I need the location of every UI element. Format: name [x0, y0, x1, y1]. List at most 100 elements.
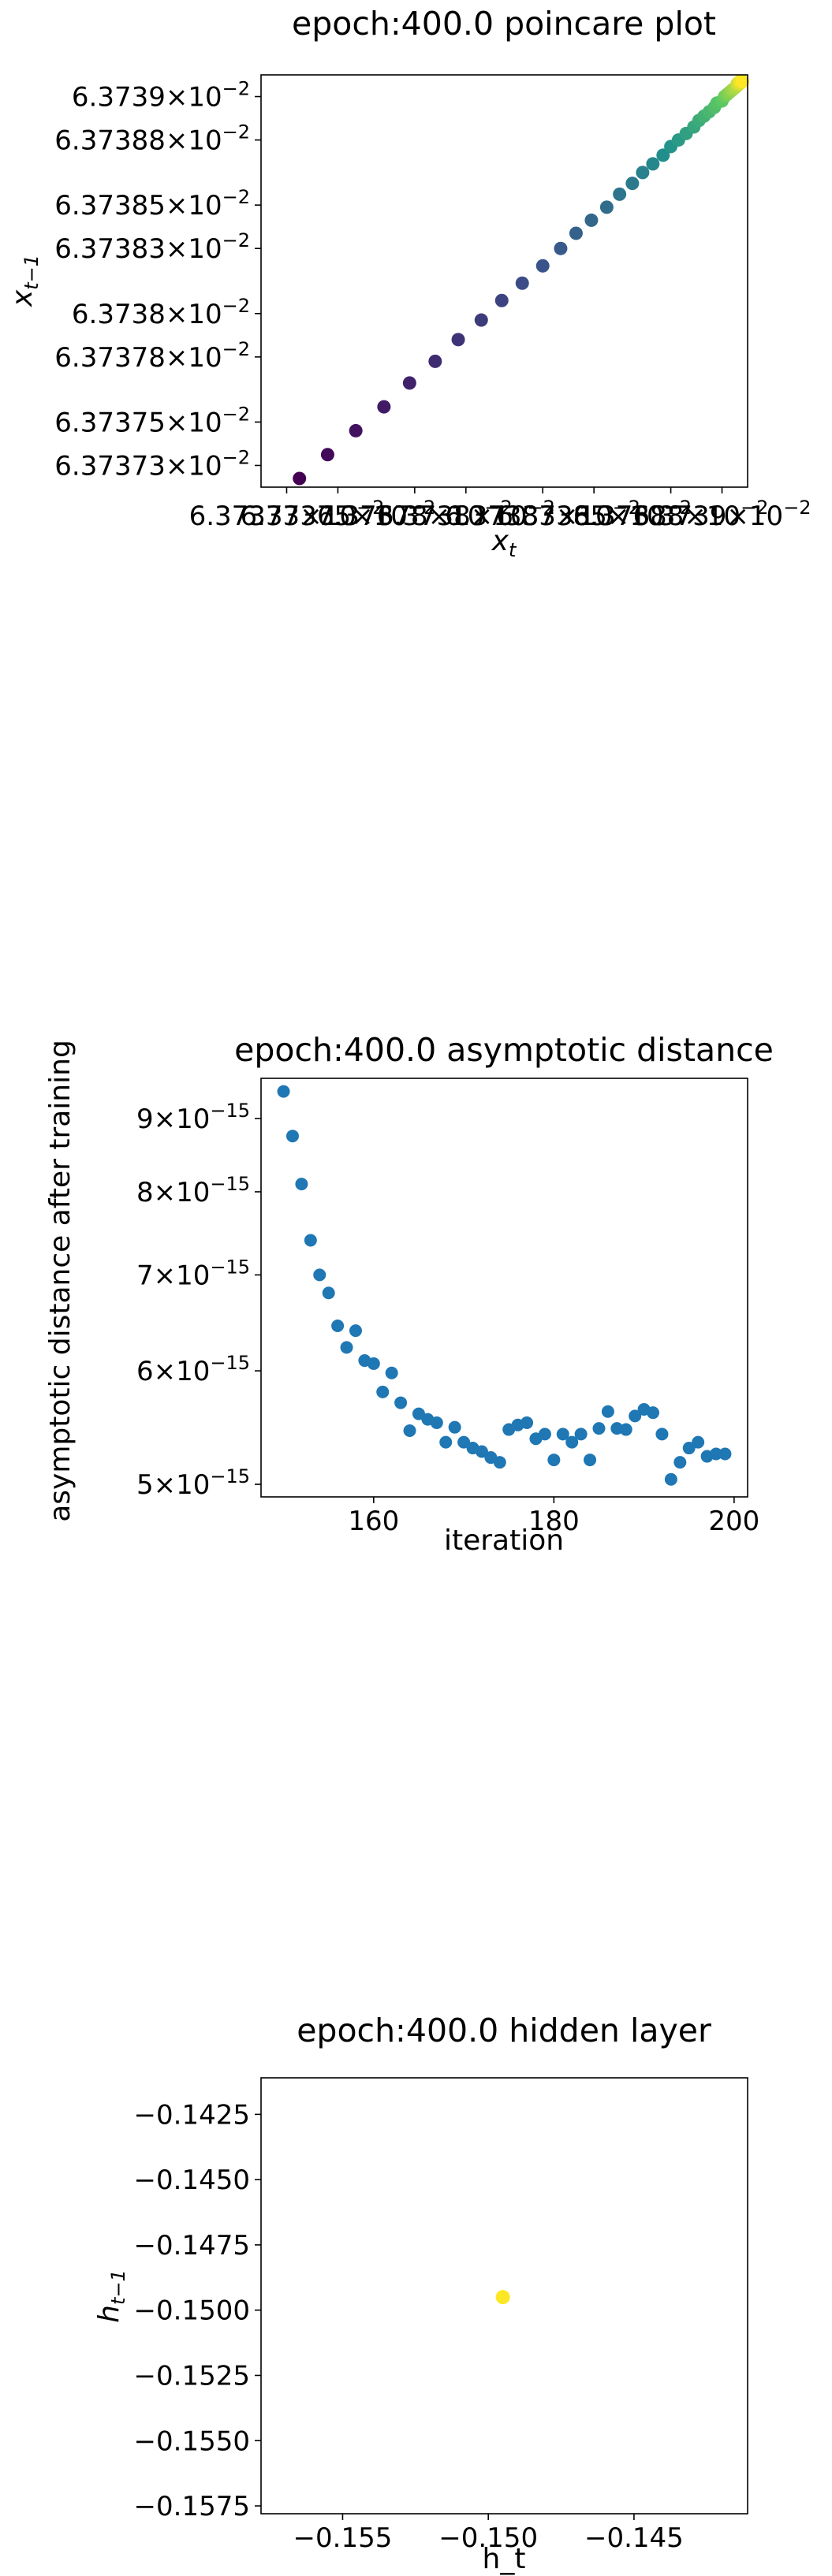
scatter-point: [574, 1428, 588, 1441]
scatter-point: [367, 1357, 380, 1370]
x-tick-label: 6.37373×10−2: [189, 497, 385, 532]
scatter-point: [655, 1428, 669, 1441]
x-tick-label: 6.37378×10−2: [317, 497, 513, 532]
scatter-point: [451, 333, 465, 347]
scatter-point: [547, 1454, 561, 1467]
scatter-point: [474, 313, 488, 327]
scatter-point: [448, 1420, 461, 1434]
scatter-point: [394, 1396, 408, 1409]
y-tick-label: 6.37378×10−2: [54, 338, 250, 374]
scatter-point: [664, 1472, 677, 1486]
y-tick-label: 6.37375×10−2: [54, 403, 250, 438]
scatter-point: [647, 1406, 660, 1420]
poincare-plot-chart: epoch:400.0 poincare plot 6.37373×10−26.…: [6, 5, 811, 561]
scatter-point: [385, 1366, 398, 1379]
x-axis-label: h_t: [483, 2543, 526, 2575]
y-axis-label: asymptotic distance after training: [44, 1040, 76, 1522]
scatter-point: [331, 1319, 345, 1332]
scatter-point: [569, 226, 583, 240]
y-tick-label: −0.1425: [134, 2099, 250, 2131]
x-tick-label: 160: [348, 1506, 399, 1537]
x-tick-label: 6.37388×10−2: [573, 497, 769, 532]
y-axis-ticks: 5×10−15 6×10−15 7×10−15 8×10−15 9×10−15: [136, 1100, 261, 1501]
scatter-point: [710, 1447, 723, 1461]
scatter-point: [636, 166, 650, 180]
x-tick-label: 6.3738×10−2: [377, 497, 555, 532]
scatter-point: [457, 1435, 471, 1449]
x-axis-label: iteration: [444, 1524, 564, 1557]
hidden-layer-plot-area: [495, 2290, 510, 2305]
y-tick-label: 6×10−15: [136, 1352, 250, 1387]
scatter-point: [295, 1178, 308, 1191]
x-tick-label: 6.37375×10−2: [241, 497, 436, 532]
x-axis-ticks: −0.155 −0.150 −0.145: [293, 2514, 684, 2554]
x-tick-label: 180: [528, 1506, 580, 1537]
y-tick-label: −0.1575: [134, 2491, 250, 2522]
x-tick-label: 200: [708, 1506, 759, 1537]
hidden-layer-chart: epoch:400.0 hidden layer −0.1425 −0.1450 −…: [93, 2012, 748, 2575]
scatter-point: [601, 1405, 614, 1418]
scatter-point: [428, 354, 442, 368]
scatter-point: [565, 1435, 579, 1449]
y-tick-label: 9×10−15: [136, 1100, 250, 1135]
scatter-point: [322, 1286, 335, 1300]
x-tick-label: 6.3739×10−2: [632, 497, 811, 532]
chart-title: epoch:400.0 asymptotic distance: [234, 1031, 774, 1069]
y-tick-label: 5×10−15: [136, 1465, 250, 1501]
scatter-point: [625, 177, 640, 191]
scatter-point: [718, 1447, 732, 1461]
scatter-point: [495, 2290, 510, 2305]
x-tick-label: 6.37385×10−2: [496, 497, 692, 532]
scatter-point: [403, 1424, 416, 1438]
scatter-point: [277, 1085, 290, 1098]
scatter-point: [736, 74, 750, 88]
y-tick-label: −0.1475: [134, 2230, 250, 2261]
scatter-point: [673, 1456, 687, 1469]
scatter-point: [584, 213, 599, 227]
scatter-point: [592, 1422, 606, 1435]
plot-frame: [260, 1078, 748, 1498]
y-axis-label: ht−1: [93, 2269, 129, 2323]
y-tick-label: −0.1450: [134, 2165, 250, 2196]
y-axis-ticks: −0.1425 −0.1450 −0.1475 −0.1500 −0.1525 −0.15…: [134, 2099, 261, 2522]
y-tick-label: 8×10−15: [136, 1173, 250, 1208]
scatter-point: [475, 1445, 488, 1458]
scatter-point: [376, 1385, 390, 1398]
scatter-point: [377, 400, 391, 414]
x-tick-label: −0.150: [438, 2522, 538, 2554]
y-tick-label: −0.1525: [134, 2360, 250, 2392]
scatter-point: [313, 1268, 326, 1282]
scatter-point: [515, 276, 529, 290]
scatter-point: [692, 1435, 705, 1449]
plot-frame: [260, 74, 748, 488]
scatter-point: [349, 1324, 362, 1338]
asymptotic-distance-chart: epoch:400.0 asymptotic distance 5×10−15 6…: [44, 1031, 774, 1557]
x-tick-label: −0.155: [293, 2522, 393, 2554]
scatter-point: [535, 259, 550, 273]
scatter-point: [656, 148, 670, 162]
scatter-point: [412, 1407, 425, 1420]
x-tick-label: −0.145: [584, 2522, 684, 2554]
scatter-point: [304, 1234, 317, 1247]
scatter-point: [520, 1416, 534, 1429]
asymptotic-distance-plot-area: [277, 1085, 732, 1486]
scatter-point: [439, 1435, 453, 1449]
plot-frame: [260, 2077, 748, 2515]
scatter-point: [682, 1442, 696, 1455]
scatter-point: [538, 1428, 551, 1441]
chart-title: epoch:400.0 hidden layer: [297, 2012, 711, 2049]
y-axis-label: xt−1: [6, 255, 43, 307]
scatter-point: [584, 1454, 597, 1467]
y-tick-label: 6.37385×10−2: [54, 186, 250, 221]
poincare-plot-area: [293, 74, 750, 486]
scatter-point: [494, 293, 509, 307]
scatter-point: [349, 423, 363, 437]
y-axis-ticks: 6.37373×10−2 6.37375×10−2 6.37378×10−2 6.37…: [54, 78, 261, 482]
x-axis-ticks: 160 180 200: [348, 1497, 759, 1537]
scatter-point: [340, 1341, 353, 1354]
scatter-point: [556, 1428, 569, 1441]
x-axis-label: xt: [491, 525, 517, 561]
scatter-point: [285, 1130, 299, 1143]
chart-title: epoch:400.0 poincare plot: [292, 5, 716, 43]
scatter-point: [293, 471, 307, 486]
